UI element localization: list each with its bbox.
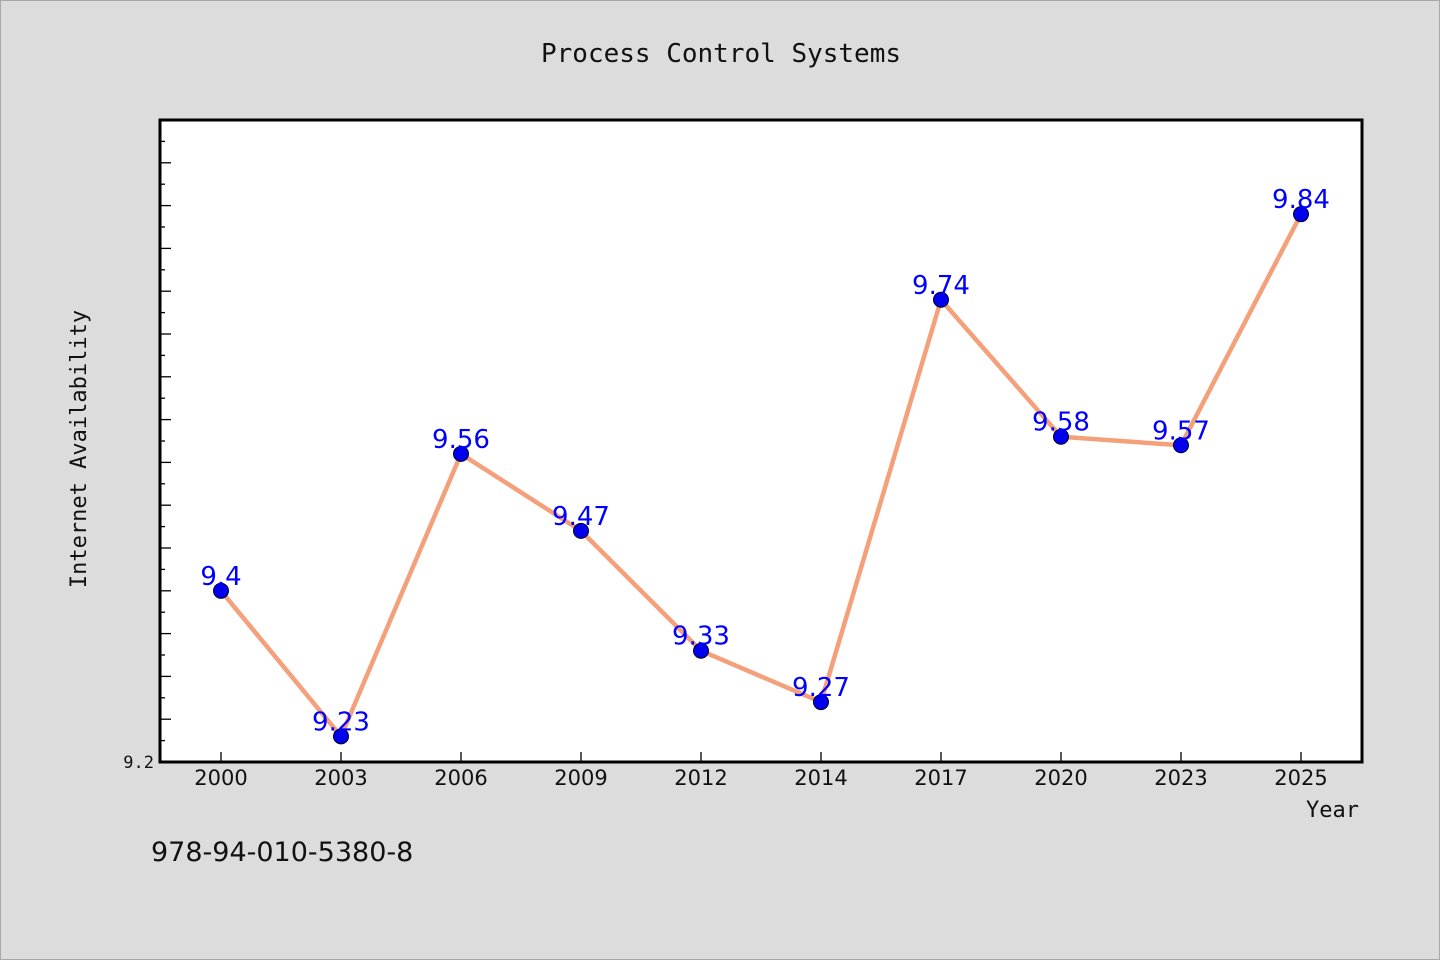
data-point xyxy=(213,582,229,599)
data-point xyxy=(333,728,349,745)
series-line xyxy=(219,213,1303,739)
data-label: 9.56 xyxy=(432,425,490,455)
data-points xyxy=(213,206,1309,745)
footer-code: 978-94-010-5380-8 xyxy=(151,837,414,868)
x-tick-label: 2014 xyxy=(794,766,847,790)
x-tick-label: 2009 xyxy=(554,766,607,790)
data-label: 9.57 xyxy=(1152,416,1210,446)
data-point xyxy=(573,522,589,539)
data-label: 9.23 xyxy=(312,707,370,737)
x-tick-label: 2023 xyxy=(1154,766,1207,790)
data-label: 9.84 xyxy=(1272,185,1330,215)
data-label: 9.58 xyxy=(1032,408,1090,438)
y-tick-label: 9.2 xyxy=(123,753,154,773)
x-tick-label: 2000 xyxy=(194,766,247,790)
plot-area xyxy=(160,120,1362,762)
data-point xyxy=(813,694,829,711)
data-point xyxy=(693,642,709,659)
x-tick-label: 2003 xyxy=(314,766,367,790)
x-tick-labels: 2000 2003 2006 2009 2012 2014 2017 2020 2023 2025 xyxy=(194,766,1327,790)
x-axis-ticks xyxy=(220,752,1302,762)
x-tick-label: 2020 xyxy=(1034,766,1087,790)
y-axis-label: Internet Availability xyxy=(67,310,92,588)
data-point xyxy=(933,291,949,308)
plot-border xyxy=(158,118,1364,764)
data-point xyxy=(1053,428,1069,445)
data-label: 9.74 xyxy=(912,271,970,301)
y-axis-ticks xyxy=(160,119,171,763)
x-tick-label: 2017 xyxy=(914,766,967,790)
x-tick-label: 2012 xyxy=(674,766,727,790)
data-point xyxy=(1173,437,1189,454)
chart-title: Process Control Systems xyxy=(541,39,901,69)
data-labels: 9.4 9.23 9.56 9.47 9.33 9.27 9.74 9.58 9.57 9.84 xyxy=(200,185,1330,737)
data-label: 9.33 xyxy=(672,622,730,652)
data-label: 9.47 xyxy=(552,502,610,532)
x-tick-label: 2006 xyxy=(434,766,487,790)
x-tick-label: 2025 xyxy=(1274,766,1327,790)
data-label: 9.4 xyxy=(200,562,241,592)
data-label: 9.27 xyxy=(792,673,850,703)
x-axis-label: Year xyxy=(1306,798,1359,823)
y-tick-labels: 9.2 xyxy=(123,753,154,773)
data-point xyxy=(453,445,469,462)
data-point xyxy=(1293,206,1309,223)
